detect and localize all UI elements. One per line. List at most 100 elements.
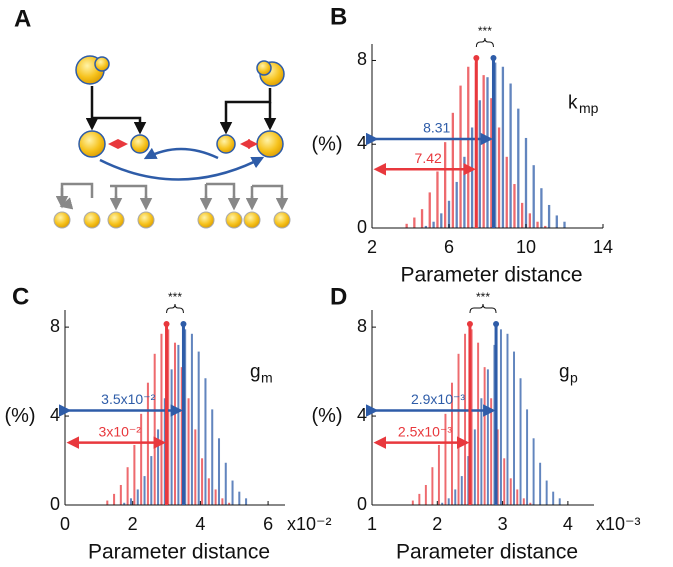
y-tick-label: 4 [357,405,367,425]
histogram-bar [160,333,163,505]
histogram-bar [167,329,170,505]
histogram-bar [184,329,187,505]
parameter-name: k [568,92,578,113]
histogram-bar [177,344,180,505]
parameter-subscript: m [261,369,273,385]
histogram-bar [228,502,231,505]
x-tick-label: 1 [367,514,377,534]
histogram-bar [197,351,200,505]
histogram-bar [540,188,543,228]
x-tick-label: 6 [263,514,273,534]
histogram-bar [519,378,522,505]
histogram-bar [444,413,447,505]
histogram-bar [221,498,224,505]
histogram-bar [190,333,193,505]
significance-label: *** [168,290,182,304]
histogram-bar [555,215,558,228]
histogram-bar [497,127,501,228]
histogram-bar [470,329,473,505]
histogram-bar [505,156,508,228]
significance-brace [166,303,184,314]
significance-brace [475,37,494,48]
panel-label: A [14,5,31,32]
histogram-bar [431,467,434,505]
histogram-bar [490,98,493,228]
histogram-bar [153,353,156,505]
x-tick-label: 0 [60,514,70,534]
histogram-bar [432,221,435,228]
histogram-bar [214,489,217,505]
histogram-bar [143,476,146,505]
histogram-bar [532,165,535,228]
histogram-bar [463,156,466,228]
mean-label: 3.5x10⁻² [101,391,155,407]
panel-label: B [330,3,347,30]
mean-dot [163,321,170,327]
histogram-bar [522,498,525,505]
histogram-bar [563,221,566,228]
histogram-bar [194,429,197,505]
y-axis-label: (%) [311,405,342,427]
parameter-subscript: p [570,369,578,385]
histogram-bar [494,62,497,229]
histogram-bar [493,344,496,505]
histogram-bar [224,462,227,505]
histogram-bar [405,223,408,228]
histogram-bar [501,66,505,229]
histogram-bar [441,502,444,505]
histogram-bar [513,351,515,505]
histogram-bar [454,489,457,505]
histogram-bar [483,367,486,505]
histogram-bar [123,502,126,505]
histogram-bar [464,333,467,505]
panel-label: D [330,283,347,310]
histogram-bar [470,127,474,228]
significance-label: *** [476,290,490,304]
histogram-bar [529,502,532,505]
x-multiplier: x10⁻³ [596,514,641,534]
histogram-bar [545,480,548,505]
histogram-bar [180,367,183,505]
histogram-bar [517,108,520,228]
histogram-bar [440,213,443,228]
histogram-bar [486,369,489,505]
histogram-bar [520,202,524,228]
histogram-bar [428,192,431,228]
histogram-bar [478,100,481,228]
significance-label: *** [478,24,492,38]
histogram-bar [437,444,440,505]
x-axis-label: Parameter distance [396,541,578,564]
histogram-bar [526,409,529,505]
significance-brace [469,303,497,314]
histogram-bar [544,225,547,228]
mean-label: 7.42 [415,150,442,166]
histogram-bar [480,398,483,505]
histogram-bar [443,142,447,228]
parameter-name: g [559,362,570,383]
histogram-bar [140,413,143,505]
histogram-bar [460,476,463,505]
y-tick-label: 4 [50,405,60,425]
histogram-bar [211,409,214,505]
y-tick-label: 8 [357,316,367,336]
histogram-bar [532,438,535,505]
histogram-bar [201,458,204,505]
histogram-bar [539,462,542,505]
histogram-bar [486,77,489,228]
x-axis-label: Parameter distance [88,541,270,564]
network-diagram [53,55,291,229]
x-tick-label: 6 [444,237,454,257]
histogram-bar [536,221,539,228]
x-axis-label: Parameter distance [400,264,582,287]
mean-label: 3x10⁻² [99,423,142,439]
histogram-bar [420,209,424,228]
histogram-bar [503,458,506,505]
x-tick-label: 4 [563,514,573,534]
histogram-bar [516,489,519,505]
histogram-bar [207,478,210,505]
y-axis-label: (%) [311,133,342,155]
histogram-bar [499,329,502,505]
x-tick-label: 2 [367,237,377,257]
histogram-bar [231,480,234,505]
